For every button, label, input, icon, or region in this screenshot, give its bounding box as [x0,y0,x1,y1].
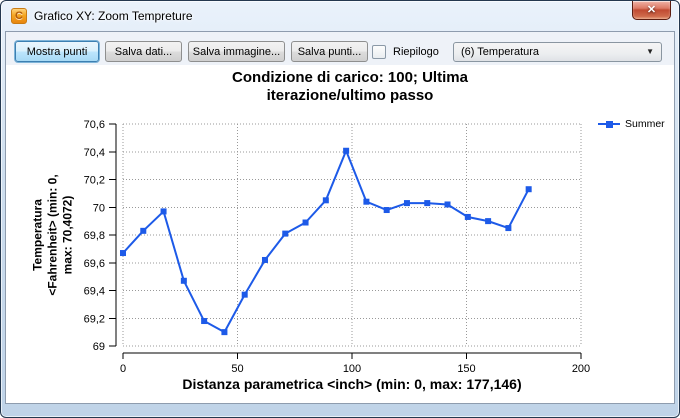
svg-text:200: 200 [572,363,590,375]
riepilogo-checkbox[interactable] [372,45,386,59]
svg-text:50: 50 [231,363,243,375]
app-icon: C [11,8,27,24]
legend: Summer [598,118,665,130]
svg-text:69: 69 [93,341,105,353]
svg-text:100: 100 [343,363,361,375]
svg-text:69,4: 69,4 [84,286,105,298]
legend-series-label: Summer [625,118,665,130]
svg-text:70,2: 70,2 [84,175,105,187]
svg-text:70: 70 [93,202,105,214]
title-bar: C Grafico XY: Zoom Tempreture [1,1,679,31]
riepilogo-checkbox-label: Riepilogo [393,46,439,58]
y-axis-label: Temperatura <Fahrenheit> (min: 0, max: 7… [30,174,75,296]
window-title: Grafico XY: Zoom Tempreture [34,9,193,23]
svg-text:0: 0 [120,363,126,375]
chart-line-summer [122,149,530,334]
svg-text:69,8: 69,8 [84,230,105,242]
svg-text:69,2: 69,2 [84,313,105,325]
close-icon: ✕ [646,3,657,16]
mostra-punti-button[interactable]: Mostra punti [15,41,99,62]
chart-area: Condizione di carico: 100; Ultima iteraz… [6,65,674,403]
legend-marker-icon [598,120,620,128]
salva-immagine-button[interactable]: Salva immagine... [188,41,285,62]
chart-title: Condizione di carico: 100; Ultima iteraz… [26,69,674,105]
salva-punti-button[interactable]: Salva punti... [291,41,368,62]
svg-text:70,6: 70,6 [84,119,105,131]
svg-text:70,4: 70,4 [84,147,105,159]
chevron-down-icon: ▼ [646,47,654,56]
close-button[interactable]: ✕ [632,1,671,20]
series-dropdown[interactable]: (6) Temperatura ▼ [453,42,662,62]
svg-text:69,6: 69,6 [84,258,105,270]
chart-title-line1: Condizione di carico: 100; Ultima [232,69,468,86]
x-axis-label: Distanza parametrica <inch> (min: 0, max… [182,376,522,392]
series-dropdown-value: (6) Temperatura [461,46,540,58]
toolbar: Mostra punti Salva dati... Salva immagin… [6,32,674,65]
plot-svg: 70,6 70,4 70,2 70 69,8 69,6 69,4 69,2 69 0 50 100 15… [84,119,591,375]
svg-text:150: 150 [457,363,475,375]
chart-title-line2: iterazione/ultimo passo [266,87,434,104]
salva-dati-button[interactable]: Salva dati... [105,41,182,62]
client-area: Mostra punti Salva dati... Salva immagin… [5,31,675,404]
